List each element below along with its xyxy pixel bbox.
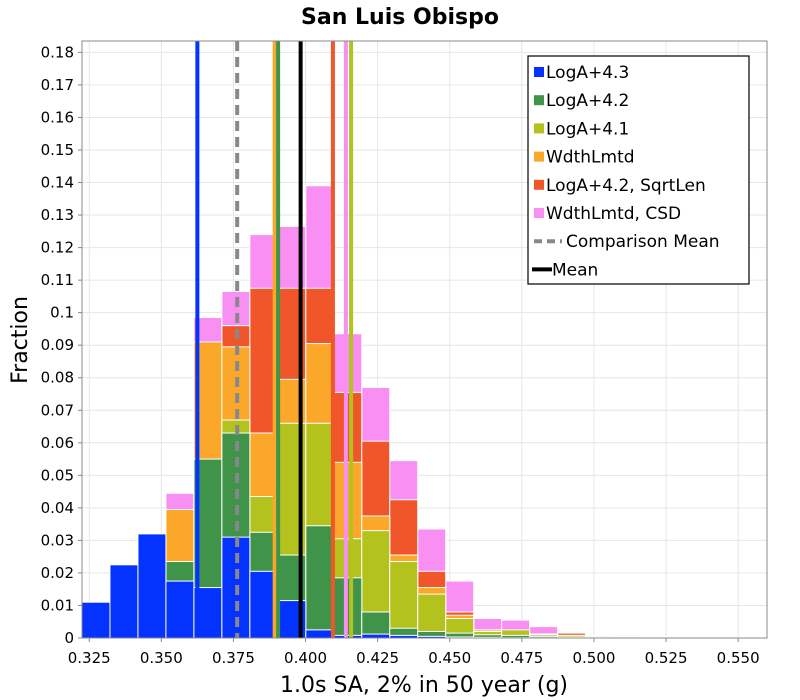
x-tick-label: 0.375 [212, 649, 255, 667]
y-tick-label: 0.09 [41, 336, 74, 354]
y-tick-label: 0.03 [41, 531, 74, 549]
legend-label: LogA+4.2, SqrtLen [546, 176, 706, 196]
x-axis-ticks: 0.325 0.350 0.375 0.400 0.425 0.450 0.475 0.500… [68, 638, 760, 667]
legend-swatch [534, 208, 544, 218]
x-axis-label: 1.0s SA, 2% in 50 year (g) [280, 673, 568, 698]
bar [109, 564, 139, 639]
y-tick-label: 0.08 [41, 369, 74, 387]
legend-label: WdthLmtd, CSD [546, 204, 681, 224]
x-tick-label: 0.500 [572, 649, 615, 667]
y-tick-label: 0.12 [41, 239, 74, 257]
x-tick-label: 0.475 [500, 649, 543, 667]
mean-lines [195, 41, 354, 638]
bar [137, 533, 167, 639]
y-tick-label: 0.16 [41, 108, 74, 126]
y-tick-label: 0.18 [41, 43, 74, 61]
x-tick-label: 0.325 [68, 649, 111, 667]
bar [389, 561, 419, 639]
x-tick-label: 0.525 [645, 649, 688, 667]
bar [165, 580, 195, 639]
bar [305, 629, 335, 639]
y-tick-label: 0.11 [41, 271, 74, 289]
legend: LogA+4.3 LogA+4.2 LogA+4.1 WdthLmtd LogA+4.2… [527, 55, 750, 285]
legend-label: WdthLmtd [546, 148, 635, 168]
y-tick-label: 0.13 [41, 206, 74, 224]
y-tick-label: 0.05 [41, 466, 74, 484]
legend-box [527, 55, 750, 285]
x-tick-label: 0.450 [428, 649, 471, 667]
y-tick-label: 0 [64, 629, 74, 647]
x-tick-label: 0.400 [284, 649, 327, 667]
legend-label: Comparison Mean [566, 232, 720, 252]
bar [361, 633, 391, 639]
y-tick-label: 0.07 [41, 401, 74, 419]
x-tick-label: 0.550 [717, 649, 760, 667]
legend-swatch [534, 123, 544, 134]
legend-swatch [534, 179, 544, 190]
y-tick-label: 0.01 [41, 596, 74, 614]
legend-label: LogA+4.2 [546, 91, 629, 111]
x-tick-label: 0.425 [356, 649, 399, 667]
bar [305, 525, 335, 639]
legend-swatch [534, 67, 544, 77]
legend-label: LogA+4.3 [546, 63, 629, 83]
y-tick-label: 0.02 [41, 564, 74, 582]
y-tick-label: 0.1 [50, 304, 74, 322]
chart-title: San Luis Obispo [301, 5, 499, 30]
y-tick-label: 0.04 [41, 499, 74, 517]
y-tick-label: 0.17 [41, 76, 74, 94]
x-tick-label: 0.350 [140, 649, 183, 667]
plot-frame [81, 40, 768, 639]
legend-label: LogA+4.1 [546, 119, 629, 139]
legend-swatch [534, 151, 544, 162]
y-axis-label: Fraction [8, 296, 33, 384]
y-tick-label: 0.15 [41, 141, 74, 159]
legend-swatch [534, 95, 544, 106]
bar [417, 593, 447, 639]
y-tick-label: 0.14 [41, 174, 74, 192]
bar [81, 601, 111, 639]
legend-label: Mean [552, 260, 598, 280]
y-tick-label: 0.06 [41, 434, 74, 452]
y-axis-ticks: 0 0.01 0.02 0.03 0.04 0.05 0.06 0.07 0.08 0.09 0.1… [41, 43, 82, 647]
